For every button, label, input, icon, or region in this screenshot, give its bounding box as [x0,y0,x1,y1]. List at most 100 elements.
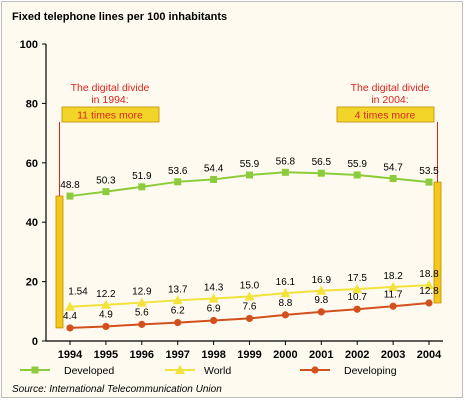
data-label: 54.7 [383,163,403,174]
data-point [100,299,111,309]
legend-marker [31,366,39,374]
legend-label: Developing [344,365,397,377]
data-point [66,192,74,200]
data-label: 16.1 [276,277,296,288]
data-label: 56.5 [312,157,332,168]
data-point [65,301,75,311]
data-point [317,169,325,177]
callout-label: The digital divide [351,82,430,94]
data-point [210,175,218,183]
data-label: 6.2 [171,306,185,317]
data-label: 1.54 [68,287,88,298]
data-point [389,175,397,183]
data-point [352,284,363,294]
data-label: 7.6 [243,301,257,312]
data-label: 16.9 [312,275,332,286]
data-point [424,280,434,290]
data-point [281,311,289,319]
callout-label: The digital divide [71,82,150,94]
x-tick-label: 1997 [165,349,189,361]
data-label: 8.8 [278,298,292,309]
series-layer: 48.8 50.3 51.9 53.6 54.4 55.9 56.8 56.5 55.9 54.7… [60,156,439,332]
data-point [281,168,289,176]
data-point [246,171,253,179]
legend-label: World [204,365,231,377]
data-label: 55.9 [347,159,367,170]
data-point [136,297,147,307]
data-label: 54.4 [204,163,224,174]
data-point [280,288,291,298]
callout-box [336,106,435,123]
x-tick-label: 1994 [58,349,83,361]
data-label: 13.7 [168,284,188,295]
data-label: 5.6 [135,307,149,318]
data-point [388,281,399,291]
x-tick-label: 1995 [94,349,118,361]
series-world: 1.54 12.2 12.9 13.7 14.3 15.0 16.1 16.9 17.5 18.2… [65,269,439,311]
axes: 0 20 40 60 80 100 [20,39,443,348]
data-label: 12.9 [132,287,152,298]
data-label: 51.9 [132,171,152,182]
x-tick-label: 2003 [381,349,405,361]
callout-box [61,106,160,123]
y-tick-label: 100 [20,39,38,51]
data-label: 9.8 [314,295,328,306]
data-label: 55.9 [240,159,260,170]
x-tick-label: 2001 [309,349,333,361]
callout-label: in 2004: [371,94,408,106]
data-point [389,302,397,310]
series-developing: 4.4 4.9 5.6 6.2 6.9 7.6 8.8 9.8 10.7 11.7 12.8 [63,286,439,332]
x-tick-label: 1998 [201,349,225,361]
x-tick-label: 1999 [237,349,261,361]
source-note: Source: International Telecommunication … [12,384,222,395]
data-point [353,171,361,179]
divide-bar [55,195,64,329]
legend-item-developing: Developing [300,365,397,377]
legend-marker [311,366,319,374]
data-label: 4.9 [99,309,113,320]
x-tick-label: 2000 [273,349,297,361]
data-point [138,183,146,191]
y-tick-label: 40 [26,217,38,229]
data-label: 10.7 [347,292,367,303]
series-developed: 48.8 50.3 51.9 53.6 54.4 55.9 56.8 56.5 55.9 54.7… [60,156,439,200]
y-tick-label: 20 [26,277,38,289]
data-point [425,299,433,307]
data-label: 4.4 [63,311,77,322]
data-label: 18.8 [419,269,439,280]
data-point [66,324,74,332]
data-label: 12.8 [419,286,439,297]
data-point [353,305,361,313]
legend-item-world: World [165,365,231,377]
data-point [174,178,182,186]
data-label: 18.2 [383,271,403,282]
data-point [174,318,182,327]
divide-bar [433,181,442,304]
data-label: 11.7 [384,289,403,300]
legend-label: Developed [64,365,114,377]
callout-box-text: 4 times more [355,110,416,122]
data-point [102,322,110,331]
data-point [210,316,218,325]
data-point [245,314,254,323]
y-tick-label: 60 [26,158,38,170]
data-label: 48.8 [60,180,80,191]
legend-item-developed: Developed [20,365,114,377]
legend-marker [175,365,185,374]
data-point [102,188,110,196]
data-point [244,291,255,301]
callout-label: in 1994: [91,94,128,106]
data-label: 6.9 [207,304,221,315]
x-tick-labels: 1994 1995 1996 1997 1998 1999 2000 2001 2002 2003… [58,341,442,361]
data-point [317,308,325,316]
data-point [208,293,219,303]
data-label: 53.6 [168,166,188,177]
data-point [138,320,146,328]
data-label: 50.3 [96,176,116,187]
data-label: 14.3 [204,283,224,294]
callout-box-text: 11 times more [77,110,143,122]
data-label: 15.0 [240,280,260,291]
data-label: 12.2 [96,289,116,300]
